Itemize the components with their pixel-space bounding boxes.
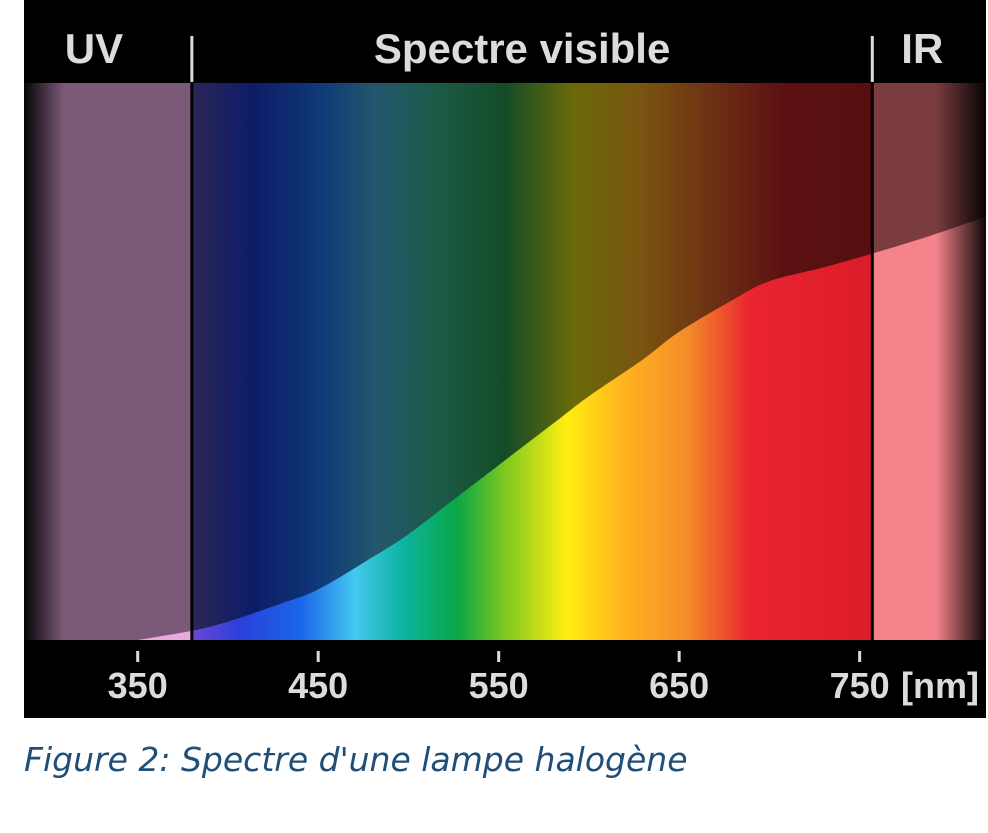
spectrum-figure: UV Spectre visible IR 350 450 550 650 750 [nm] bbox=[24, 0, 986, 718]
region-label-uv: UV bbox=[65, 25, 123, 72]
x-axis-unit-label: [nm] bbox=[901, 665, 979, 706]
right-edge-fade bbox=[936, 83, 986, 640]
region-label-visible: Spectre visible bbox=[374, 25, 670, 72]
x-tick-label-750: 750 bbox=[830, 665, 890, 706]
region-labels: UV Spectre visible IR bbox=[65, 25, 944, 72]
figure-caption: Figure 2: Spectre d'une lampe halogène bbox=[24, 740, 688, 779]
x-tick-label-650: 650 bbox=[649, 665, 709, 706]
x-axis-tick-labels: 350 450 550 650 750 bbox=[108, 665, 890, 706]
region-label-ir: IR bbox=[901, 25, 943, 72]
region-dividers bbox=[190, 36, 874, 640]
spectrum-bands bbox=[24, 83, 986, 640]
x-tick-label-550: 550 bbox=[469, 665, 529, 706]
edge-fades bbox=[24, 83, 986, 640]
x-axis-ticks bbox=[136, 651, 862, 662]
left-edge-fade bbox=[24, 83, 64, 640]
x-tick-label-350: 350 bbox=[108, 665, 168, 706]
x-tick-label-450: 450 bbox=[288, 665, 348, 706]
spectrum-chart: UV Spectre visible IR 350 450 550 650 750 [nm] bbox=[24, 0, 986, 718]
